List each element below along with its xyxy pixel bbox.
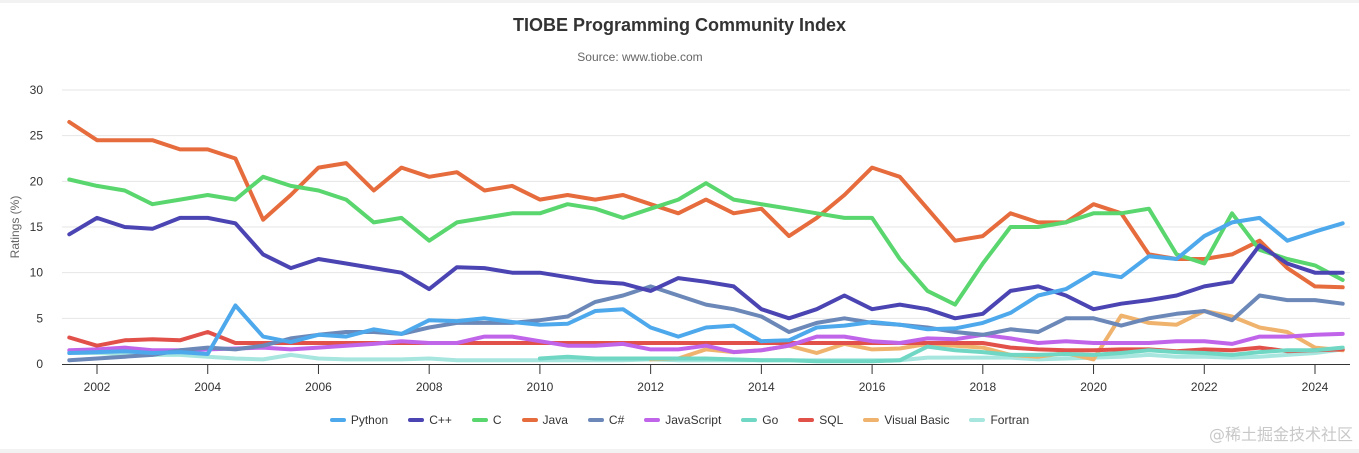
series-line-go[interactable] xyxy=(537,344,1345,364)
legend-swatch-icon xyxy=(408,418,425,422)
y-tick-label: 0 xyxy=(36,357,43,371)
y-axis-ticks: 0 5 10 15 20 25 30 xyxy=(30,83,44,371)
legend-item[interactable]: C++ xyxy=(408,413,452,427)
legend-item[interactable]: JavaScript xyxy=(644,413,721,427)
legend-label: Go xyxy=(762,413,779,427)
x-tick-label: 2012 xyxy=(637,380,664,394)
x-tick-label: 2022 xyxy=(1191,380,1218,394)
legend-label: C# xyxy=(608,413,625,427)
legend-label: JavaScript xyxy=(665,413,722,427)
y-tick-label: 25 xyxy=(30,129,44,143)
watermark: @稀土掘金技术社区 xyxy=(1208,425,1353,444)
x-tick-label: 2006 xyxy=(305,380,332,394)
series-line-python[interactable] xyxy=(67,215,1345,356)
x-tick-label: 2004 xyxy=(194,380,221,394)
top-border xyxy=(0,0,1359,3)
legend-swatch-icon xyxy=(741,418,758,422)
legend-item[interactable]: Fortran xyxy=(969,413,1029,427)
legend-swatch-icon xyxy=(521,418,538,422)
x-tick-label: 2002 xyxy=(84,380,111,394)
x-tick-label: 2018 xyxy=(969,380,996,394)
legend-label: Java xyxy=(542,413,568,427)
legend-item[interactable]: C# xyxy=(587,413,625,427)
legend-label: C++ xyxy=(429,413,452,427)
y-tick-label: 20 xyxy=(30,174,44,188)
legend-item[interactable]: Python xyxy=(329,413,389,427)
x-axis: 2002 2004 2006 2008 2010 2012 2014 2016 2018 2020… xyxy=(62,364,1350,394)
legend-item[interactable]: SQL xyxy=(798,413,843,427)
legend-label: SQL xyxy=(819,413,844,427)
y-tick-label: 10 xyxy=(30,266,44,280)
legend-label: Python xyxy=(350,413,389,427)
legend-swatch-icon xyxy=(471,418,488,422)
legend-item[interactable]: Java xyxy=(521,413,568,427)
series-line-java[interactable] xyxy=(67,120,1345,290)
y-axis-label: Ratings (%) xyxy=(8,196,22,259)
legend-swatch-icon xyxy=(969,418,986,422)
series-line-sql[interactable] xyxy=(67,330,1345,354)
legend-swatch-icon xyxy=(863,418,880,422)
series-line-javascript[interactable] xyxy=(67,331,1345,355)
x-tick-label: 2008 xyxy=(416,380,443,394)
x-tick-label: 2014 xyxy=(748,380,775,394)
x-tick-label: 2024 xyxy=(1302,380,1329,394)
legend-item[interactable]: Go xyxy=(741,413,778,427)
series-lines xyxy=(67,120,1345,364)
legend-swatch-icon xyxy=(798,418,815,422)
chart-legend: Python C++ C Java C# JavaScript Go SQL Visual Ba… xyxy=(0,413,1359,427)
x-tick-label: 2010 xyxy=(527,380,554,394)
bottom-border xyxy=(0,449,1359,453)
chart-subtitle: Source: www.tiobe.com xyxy=(577,50,703,64)
chart-title: TIOBE Programming Community Index xyxy=(512,15,847,35)
y-tick-label: 5 xyxy=(36,311,43,325)
legend-swatch-icon xyxy=(644,418,661,422)
series-line-c-[interactable] xyxy=(67,215,1345,321)
legend-label: C xyxy=(492,413,502,427)
legend-label: Visual Basic xyxy=(884,413,950,427)
x-tick-label: 2016 xyxy=(859,380,886,394)
series-line-c[interactable] xyxy=(67,174,1345,307)
y-tick-label: 30 xyxy=(30,83,44,97)
legend-item[interactable]: Visual Basic xyxy=(863,413,949,427)
legend-label: Fortran xyxy=(990,413,1030,427)
legend-item[interactable]: C xyxy=(471,413,502,427)
legend-swatch-icon xyxy=(587,418,604,422)
y-tick-label: 15 xyxy=(30,220,44,234)
legend-swatch-icon xyxy=(329,418,346,422)
x-tick-label: 2020 xyxy=(1080,380,1107,394)
